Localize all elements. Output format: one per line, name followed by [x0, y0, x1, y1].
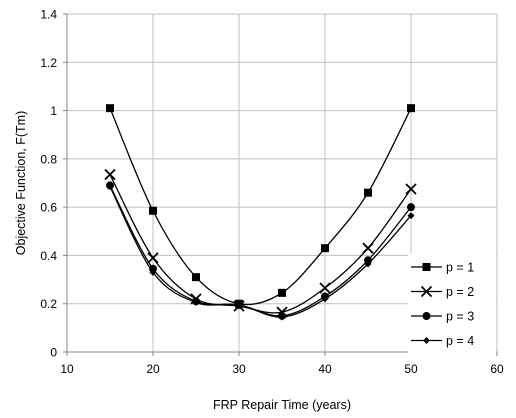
legend-marker — [423, 337, 430, 344]
x-tick-label: 60 — [490, 362, 504, 376]
data-point — [362, 242, 374, 254]
data-point — [278, 288, 286, 297]
y-tick-label: 1.4 — [40, 8, 57, 22]
x-tick-label: 20 — [146, 362, 160, 376]
y-tick-label: 0 — [50, 346, 57, 360]
legend-label: p = 1 — [446, 261, 474, 275]
data-point — [321, 295, 329, 303]
y-tick-label: 0.4 — [40, 249, 57, 263]
data-point — [278, 313, 286, 321]
data-point — [149, 268, 157, 276]
legend-marker — [422, 263, 431, 271]
tick-labels: 10 20 30 40 50 60 0 0.2 0.4 0.6 0.8 1 1.2 1.4 — [40, 8, 504, 377]
y-tick-label: 0.8 — [40, 152, 57, 166]
data-point — [106, 183, 114, 191]
legend: p = 1 p = 2 p = 3 p = 4 — [408, 253, 496, 356]
legend-label: p = 2 — [446, 285, 474, 299]
data-point — [407, 203, 415, 212]
y-tick-label: 1.2 — [40, 56, 57, 70]
data-point — [106, 104, 114, 113]
legend-label: p = 4 — [446, 334, 474, 348]
y-tick-label: 1 — [50, 104, 57, 118]
legend-item: p = 2 — [411, 285, 474, 299]
x-tick-label: 30 — [232, 362, 246, 376]
x-axis-title: FRP Repair Time (years) — [213, 398, 351, 412]
data-point — [364, 188, 372, 197]
data-point — [235, 301, 243, 309]
data-point — [147, 252, 159, 264]
legend-item: p = 1 — [411, 261, 474, 275]
y-tick-label: 0.6 — [40, 201, 57, 215]
gridlines — [67, 13, 498, 352]
legend-marker — [422, 312, 431, 320]
data-point — [104, 168, 116, 181]
cross-stroke — [147, 252, 159, 264]
data-point — [321, 244, 329, 253]
data-point — [364, 260, 372, 268]
data-point — [149, 206, 157, 215]
data-point — [405, 183, 417, 195]
x-tick-label: 40 — [318, 362, 332, 376]
x-tick-label: 50 — [404, 362, 418, 376]
legend-label: p = 3 — [446, 310, 474, 324]
data-point — [407, 104, 415, 113]
y-axis-title: Objective Function, F(Tm) — [14, 111, 28, 255]
cross-stroke — [319, 282, 331, 294]
cross-stroke — [104, 168, 116, 181]
data-point — [149, 264, 157, 273]
series-4 — [106, 183, 415, 321]
data-point — [319, 282, 331, 294]
legend-item: p = 4 — [411, 334, 474, 348]
data-point — [407, 212, 415, 220]
legend-marker — [420, 285, 433, 298]
data-point — [192, 299, 200, 307]
data-point — [192, 273, 200, 282]
cross-stroke — [362, 242, 374, 254]
x-tick-label: 10 — [60, 362, 74, 376]
y-tick-label: 0.2 — [40, 297, 57, 311]
cross-stroke — [420, 285, 433, 298]
series-group — [104, 104, 417, 321]
legend-item: p = 3 — [411, 310, 474, 324]
cross-stroke — [405, 183, 417, 195]
